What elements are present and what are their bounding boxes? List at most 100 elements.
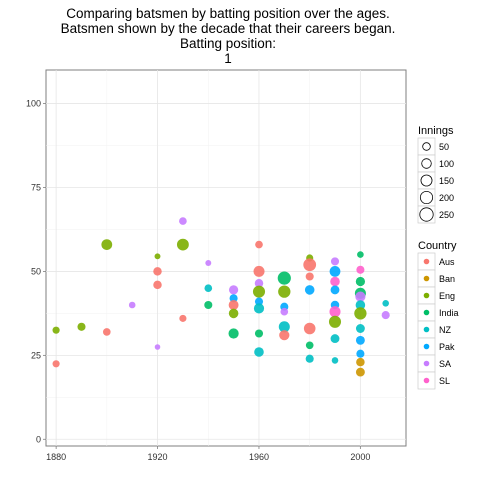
size-legend-label: 50 — [439, 142, 449, 152]
data-point-sa — [128, 301, 136, 309]
color-legend-swatch — [423, 275, 430, 282]
data-point-nz — [278, 321, 290, 333]
data-point-sl — [329, 306, 341, 318]
data-point-sa — [228, 285, 239, 295]
color-legend-label: Ban — [439, 274, 455, 284]
size-legend-circle — [420, 174, 433, 187]
color-legend-swatch — [423, 258, 430, 265]
color-legend-title: Country — [418, 240, 457, 252]
color-legend-label: Pak — [439, 342, 455, 352]
data-point-aus — [253, 265, 265, 277]
data-point-eng — [101, 239, 113, 250]
color-legend-label: India — [439, 308, 459, 318]
data-point-eng — [354, 307, 367, 320]
data-point-aus — [102, 328, 111, 336]
x-tick-label: 2000 — [350, 452, 370, 462]
size-legend-key — [417, 171, 436, 190]
size-legend-circle — [419, 207, 434, 222]
data-point-sa — [355, 291, 366, 302]
data-point-sa — [205, 260, 212, 266]
data-point-sl — [356, 265, 365, 274]
size-legend-key — [417, 154, 436, 173]
x-axis: 1880 1920 1960 2000 — [46, 446, 370, 462]
data-point-aus — [279, 330, 290, 341]
data-point-pak — [329, 266, 341, 277]
grid-lines — [46, 70, 406, 446]
color-legend-label: Eng — [439, 291, 455, 301]
facet-value: 1 — [224, 51, 232, 66]
data-point-aus — [52, 360, 60, 368]
size-legend-circle — [421, 158, 432, 169]
data-point-aus — [305, 272, 314, 281]
data-point-pak — [355, 335, 365, 345]
data-point-india — [228, 328, 239, 339]
size-legend: Innings 50 100 150 200 250 — [417, 125, 454, 224]
data-point-nz — [204, 284, 213, 293]
y-axis: 0 25 50 75 100 — [26, 99, 46, 444]
size-legend-label: 100 — [439, 159, 454, 169]
data-point-nz — [254, 347, 264, 357]
data-point-aus — [303, 322, 316, 335]
data-point-pak — [229, 294, 238, 303]
data-point-sl — [330, 276, 340, 287]
data-point-pak — [330, 285, 340, 295]
y-tick-label: 100 — [26, 99, 41, 109]
data-point-india — [254, 329, 264, 338]
data-point-aus — [303, 258, 317, 272]
size-legend-circle — [422, 142, 431, 151]
color-legend: Country Aus Ban Eng India NZ Pak SA SL — [417, 240, 459, 390]
chart-title-line-1: Comparing batsmen by batting position ov… — [66, 6, 389, 21]
size-legend-circle — [419, 190, 434, 205]
size-legend-key — [417, 205, 436, 224]
color-legend-swatch — [423, 343, 430, 350]
chart-title: Comparing batsmen by batting position ov… — [61, 6, 396, 66]
data-point-eng — [252, 285, 266, 298]
size-legend-label: 150 — [439, 176, 454, 186]
color-legend-swatch — [423, 377, 430, 384]
data-point-aus — [153, 280, 162, 290]
data-point-nz — [331, 357, 339, 364]
data-point-india — [204, 300, 213, 310]
data-point-eng — [52, 326, 60, 334]
data-point-eng — [328, 315, 342, 328]
data-point-sa — [154, 344, 161, 350]
data-point-sa — [330, 257, 340, 266]
data-point-ban — [356, 357, 365, 367]
color-legend-swatch — [423, 292, 430, 299]
data-point-eng — [278, 285, 291, 298]
data-point-nz — [305, 354, 314, 363]
data-point-pak — [254, 297, 264, 306]
size-legend-label: 250 — [439, 210, 454, 220]
data-point-india — [355, 276, 366, 287]
data-point-nz — [382, 300, 390, 307]
plot-panel — [45, 69, 407, 447]
color-legend-label: NZ — [439, 325, 451, 335]
data-point-eng — [176, 238, 189, 251]
data-point-india — [357, 251, 364, 258]
data-points — [52, 217, 390, 377]
data-point-aus — [255, 240, 263, 249]
data-point-india — [305, 341, 314, 350]
data-point-ban — [355, 367, 365, 377]
data-point-aus — [153, 267, 162, 276]
color-legend-label: SA — [439, 359, 451, 369]
data-point-aus — [228, 300, 239, 310]
x-tick-label: 1880 — [46, 452, 66, 462]
x-tick-label: 1920 — [148, 452, 168, 462]
data-point-nz — [330, 334, 340, 344]
size-legend-title: Innings — [418, 125, 454, 137]
data-point-eng — [77, 322, 86, 331]
y-tick-label: 0 — [36, 434, 41, 444]
size-legend-key — [417, 137, 436, 156]
y-tick-label: 25 — [31, 350, 41, 360]
data-point-sa — [381, 311, 390, 320]
data-point-sa — [254, 278, 264, 288]
data-point-india — [277, 271, 291, 285]
data-point-eng — [154, 253, 161, 260]
data-point-pak — [304, 285, 315, 295]
color-legend-label: SL — [439, 376, 450, 386]
facet-label: Batting position: — [180, 36, 276, 51]
color-legend-swatch — [423, 326, 430, 333]
data-point-nz — [355, 324, 365, 333]
color-legend-swatch — [423, 360, 430, 367]
